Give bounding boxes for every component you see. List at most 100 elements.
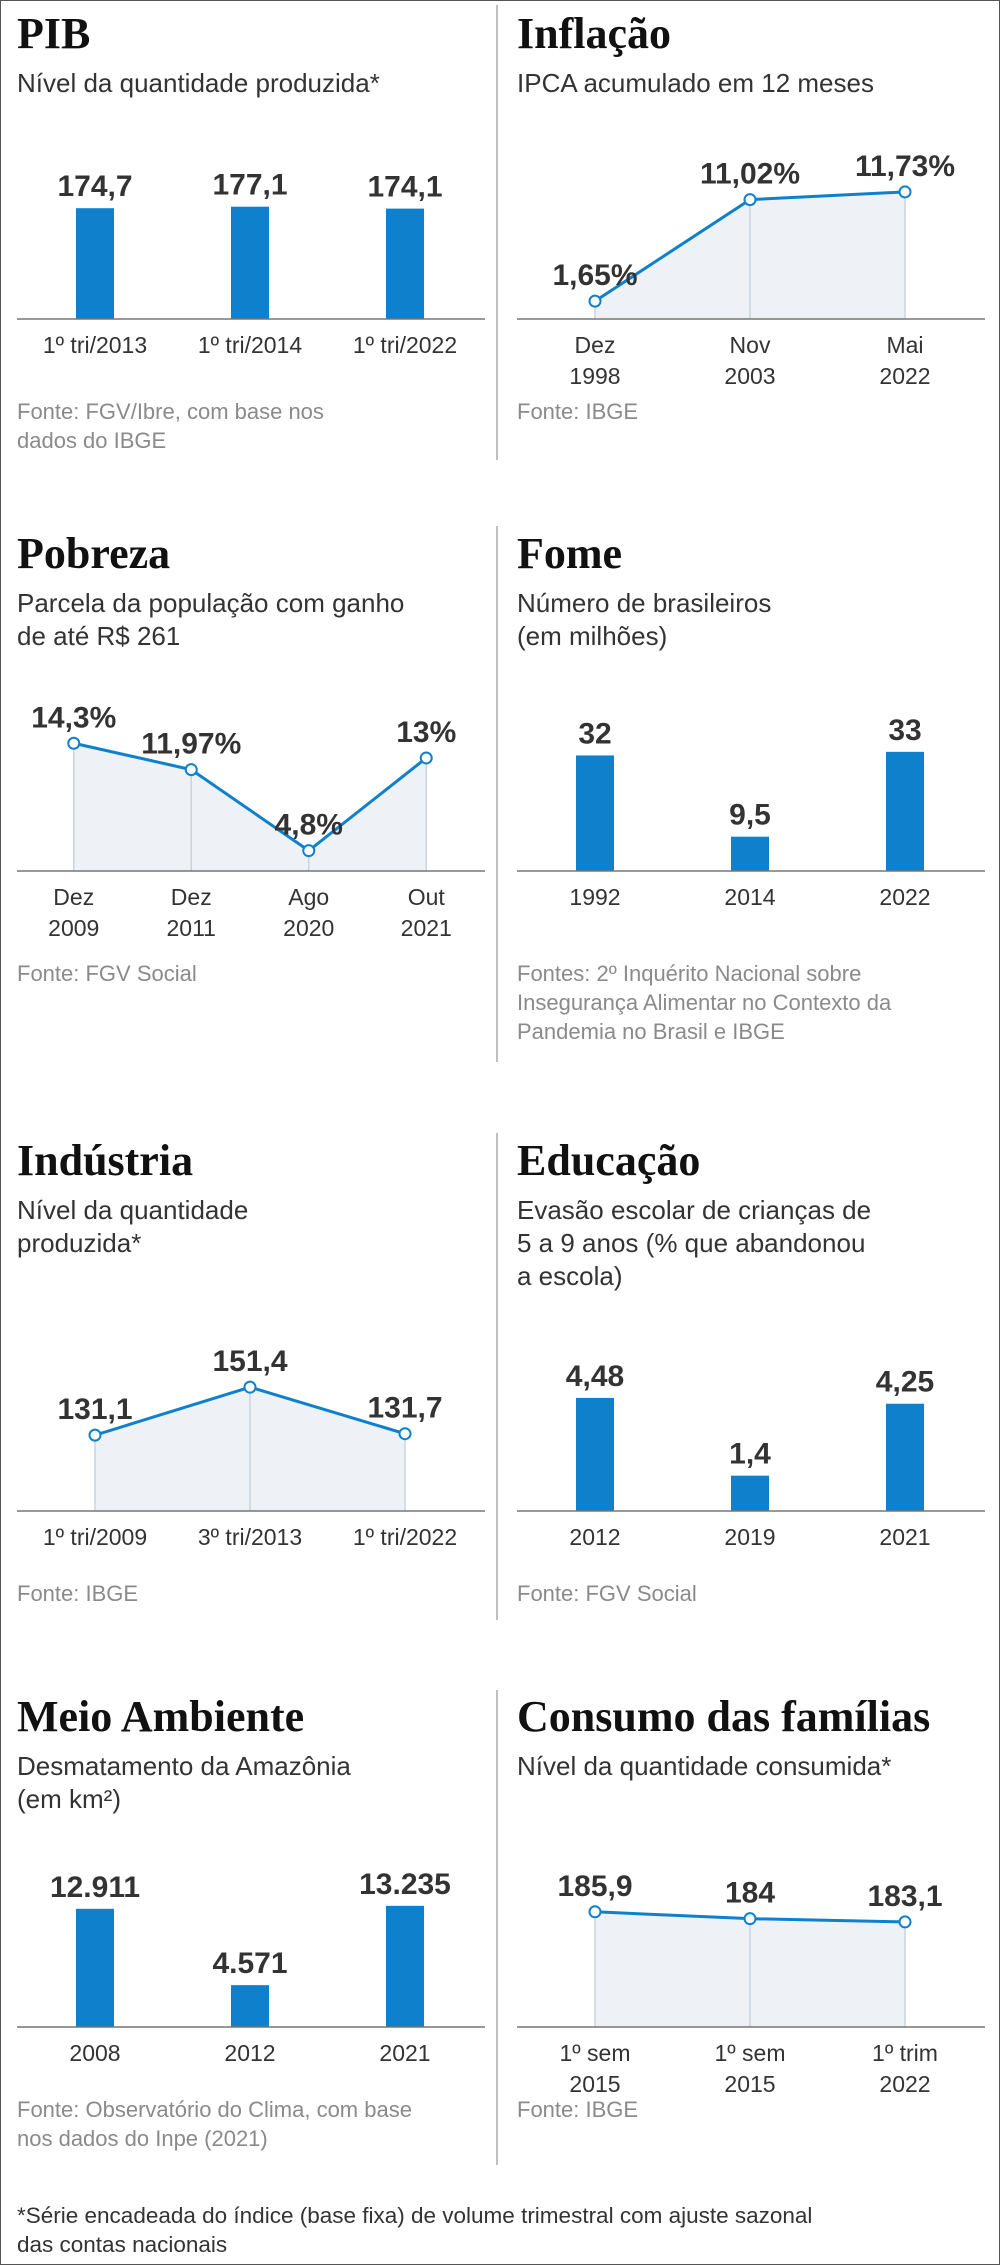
chart-subtitle: IPCA acumulado em 12 meses: [517, 68, 874, 98]
chart-subtitle: Parcela da população com ganho de até R$ …: [17, 588, 404, 651]
source-note: Fonte: IBGE: [517, 2097, 638, 2122]
x-tick-label: 1º tri/2013: [43, 332, 147, 358]
x-tick-label: 2021: [379, 2040, 430, 2066]
value-label: 4,8%: [275, 809, 343, 842]
point: [588, 294, 602, 308]
point: [419, 751, 433, 765]
value-label: 185,9: [557, 1870, 632, 1903]
area: [73, 743, 427, 871]
chart-subtitle: Desmatamento da Amazônia (em km²): [17, 1751, 351, 1814]
value-label: 4,48: [566, 1360, 624, 1393]
bar: [76, 208, 114, 319]
value-label: 131,7: [367, 1392, 442, 1425]
chart-title: PIB: [17, 9, 90, 58]
point: [184, 763, 198, 777]
source-note: Fonte: FGV/Ibre, com base nos dados do IB…: [17, 399, 324, 453]
value-label: 1,65%: [552, 259, 637, 292]
x-tick-label: 1º sem 2015: [559, 2040, 630, 2097]
x-tick-label: Dez 1998: [569, 332, 620, 389]
x-tick-label: 2019: [724, 1524, 775, 1550]
source-note: Fonte: FGV Social: [517, 1581, 697, 1606]
value-label: 151,4: [212, 1345, 287, 1378]
chart-title: Educação: [517, 1136, 700, 1185]
value-label: 12.911: [50, 1871, 140, 1904]
bar: [576, 755, 614, 871]
bar: [576, 1397, 614, 1511]
value-label: 13.235: [359, 1868, 451, 1901]
chart-subtitle: Nível da quantidade produzida*: [17, 1195, 248, 1258]
source-note: Fontes: 2º Inquérito Nacional sobre Inseg…: [517, 961, 892, 1044]
value-label: 11,73%: [855, 150, 955, 183]
point: [743, 1912, 757, 1926]
value-label: 1,4: [729, 1438, 771, 1471]
x-tick-label: Nov 2003: [724, 332, 775, 389]
point: [302, 844, 316, 858]
chart-subtitle: Evasão escolar de crianças de 5 a 9 anos …: [517, 1195, 871, 1291]
x-tick-label: 2008: [69, 2040, 120, 2066]
point: [743, 193, 757, 207]
x-tick-label: 2014: [724, 884, 775, 910]
bar: [386, 208, 424, 319]
value-label: 32: [578, 717, 611, 750]
x-tick-label: 1º tri/2022: [353, 332, 457, 358]
x-tick-label: 3º tri/2013: [198, 1524, 302, 1550]
x-tick-label: Dez 2011: [167, 884, 216, 941]
x-tick-label: Ago 2020: [283, 884, 334, 941]
point: [67, 736, 81, 750]
value-label: 4,25: [876, 1366, 934, 1399]
bar: [76, 1908, 114, 2027]
chart-title: Fome: [517, 529, 622, 578]
x-tick-label: 1º tri/2022: [353, 1524, 457, 1550]
value-label: 9,5: [729, 799, 771, 832]
point: [243, 1380, 257, 1394]
value-label: 13%: [396, 716, 456, 749]
chart-subtitle: Número de brasileiros (em milhões): [517, 588, 771, 651]
x-tick-label: 1992: [569, 884, 620, 910]
x-tick-label: Dez 2009: [48, 884, 99, 941]
chart-subtitle: Nível da quantidade produzida*: [17, 68, 380, 98]
value-label: 33: [888, 714, 921, 747]
x-tick-label: 2012: [224, 2040, 275, 2066]
chart-title: Pobreza: [17, 529, 170, 578]
value-label: 11,02%: [700, 158, 800, 191]
chart-title: Consumo das famílias: [517, 1692, 930, 1741]
value-label: 183,1: [867, 1880, 942, 1913]
value-label: 131,1: [57, 1393, 132, 1426]
value-label: 174,7: [57, 170, 132, 203]
bar: [231, 206, 269, 319]
value-label: 11,97%: [141, 728, 241, 761]
value-label: 184: [725, 1877, 775, 1910]
source-note: Fonte: IBGE: [517, 399, 638, 424]
footnote: *Série encadeada do índice (base fixa) d…: [17, 2203, 812, 2257]
point: [588, 1905, 602, 1919]
bar: [231, 1985, 269, 2027]
x-tick-label: 1º trim 2022: [872, 2040, 938, 2097]
source-note: Fonte: Observatório do Clima, com base no…: [17, 2097, 412, 2151]
x-tick-label: 1º sem 2015: [714, 2040, 785, 2097]
x-tick-label: 2012: [569, 1524, 620, 1550]
value-label: 174,1: [367, 171, 442, 204]
line: [73, 741, 428, 853]
chart-title: Inflação: [517, 9, 671, 58]
point: [398, 1427, 412, 1441]
point: [898, 185, 912, 199]
chart-subtitle: Nível da quantidade consumida*: [517, 1751, 891, 1781]
bar: [886, 1403, 924, 1511]
source-note: Fonte: FGV Social: [17, 961, 197, 986]
bar: [386, 1905, 424, 2027]
bar: [886, 751, 924, 871]
value-label: 177,1: [212, 169, 287, 202]
point: [88, 1428, 102, 1442]
chart-title: Meio Ambiente: [17, 1692, 304, 1741]
value-label: 4.571: [212, 1947, 287, 1980]
point: [898, 1915, 912, 1929]
x-tick-label: 2022: [879, 884, 930, 910]
source-note: Fonte: IBGE: [17, 1581, 138, 1606]
x-tick-label: Mai 2022: [879, 332, 930, 389]
x-tick-label: 2021: [879, 1524, 930, 1550]
x-tick-label: Out 2021: [401, 884, 452, 941]
x-tick-label: 1º tri/2014: [198, 332, 303, 358]
bar: [731, 836, 769, 871]
chart-title: Indústria: [17, 1136, 193, 1185]
